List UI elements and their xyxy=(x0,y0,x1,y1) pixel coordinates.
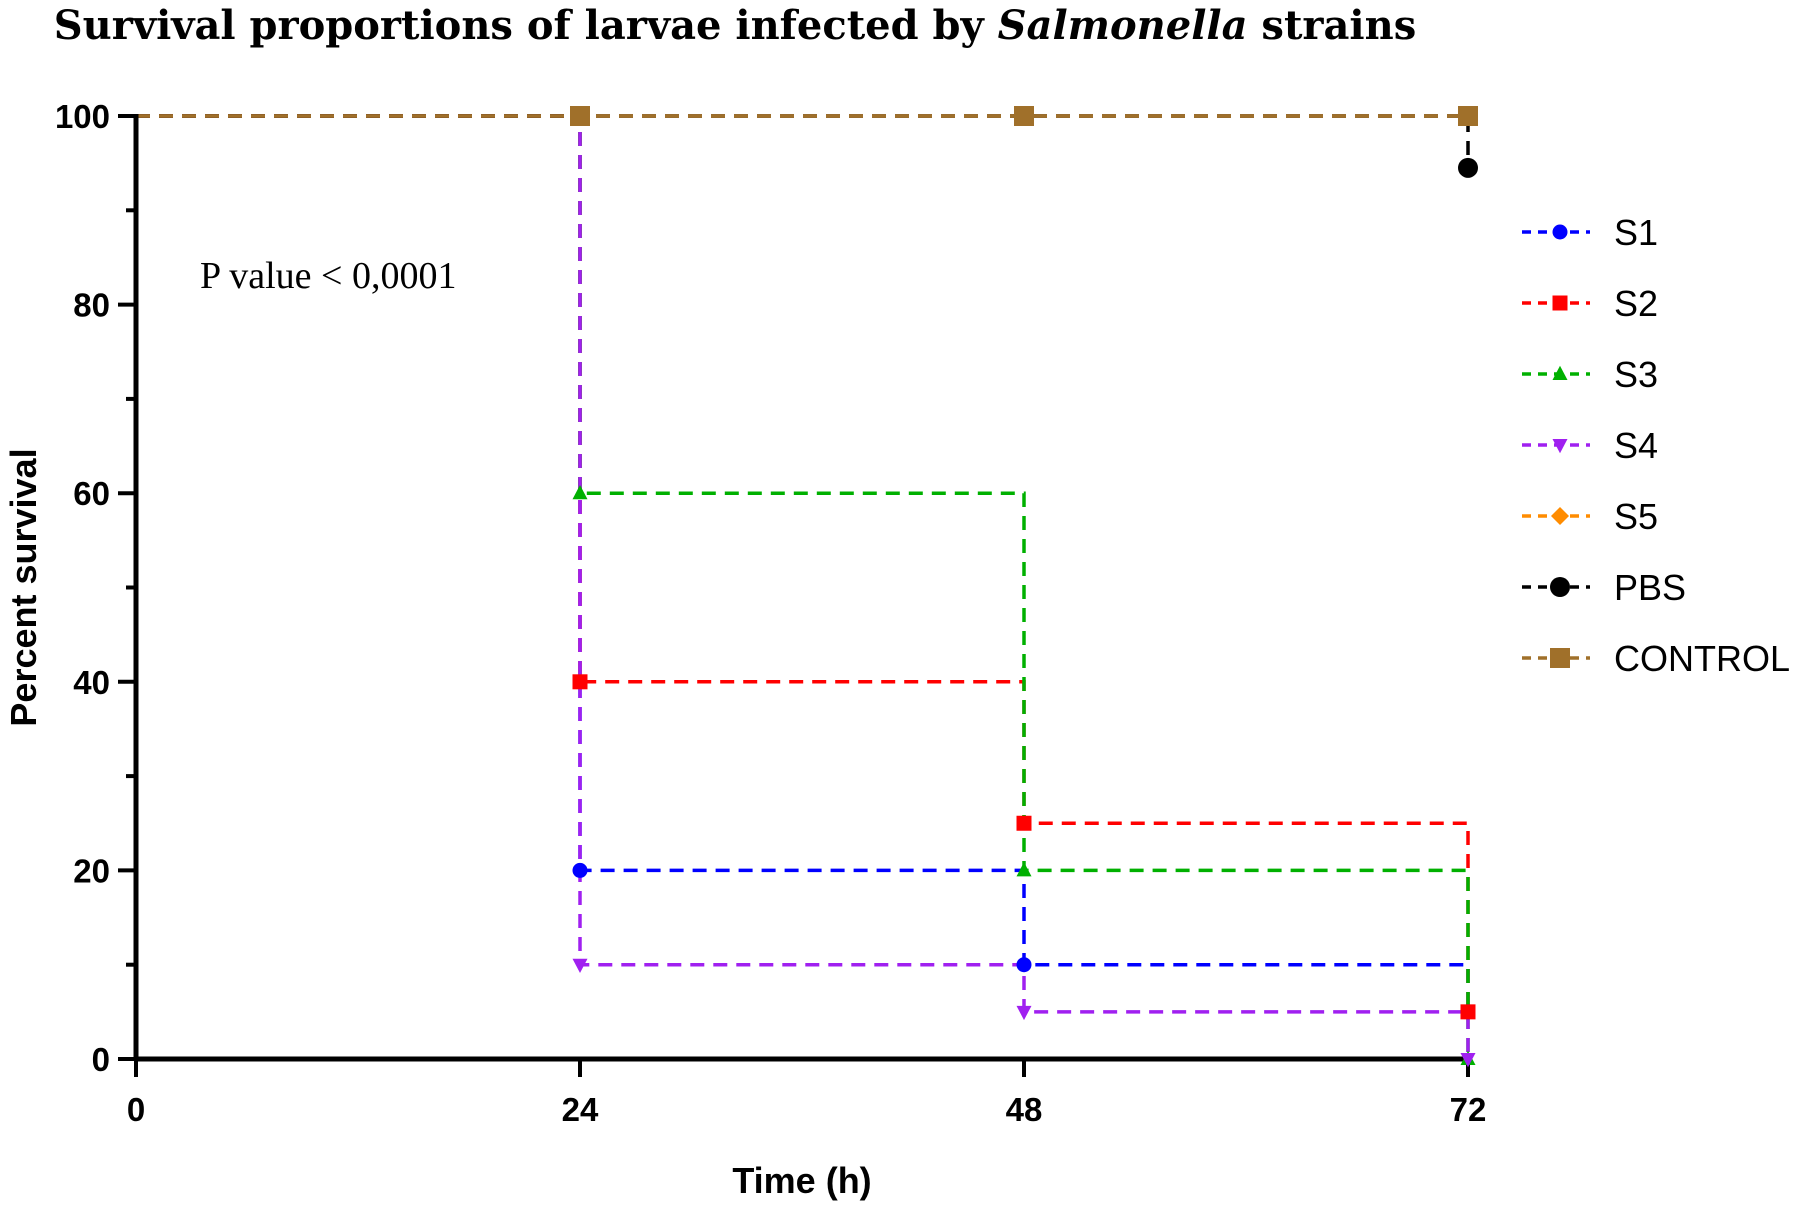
labels-layer: 0 20 40 60 80 100 0 24 48 72 Time (h) Percent survi… xyxy=(3,98,1486,1201)
data-point-control xyxy=(570,106,590,126)
y-tick-label: 100 xyxy=(55,98,110,135)
chart-title-part-3: strains xyxy=(1247,2,1417,49)
legend-marker xyxy=(1552,295,1568,311)
legend-label: PBS xyxy=(1614,567,1686,608)
data-point-control xyxy=(1014,106,1034,126)
data-point-s4 xyxy=(1460,1053,1476,1068)
data-point-s2 xyxy=(572,674,588,690)
chart-title: Survival proportions of larvae infected … xyxy=(0,2,1470,49)
legend-label: CONTROL xyxy=(1614,638,1790,679)
legend: S1 S2 S3 S4 S5 PBS CONTROL xyxy=(1522,212,1790,679)
legend-item-s4: S4 xyxy=(1522,425,1658,466)
x-axis-title: Time (h) xyxy=(732,1160,871,1201)
y-tick-label: 20 xyxy=(73,852,110,889)
series-line-s1 xyxy=(136,114,1470,1012)
data-point-s2 xyxy=(1460,1004,1476,1020)
legend-item-s2: S2 xyxy=(1522,283,1658,324)
y-tick-label: 40 xyxy=(73,664,110,701)
y-tick-label: 0 xyxy=(92,1041,110,1078)
x-tick-label: 0 xyxy=(127,1091,145,1128)
x-tick-label: 72 xyxy=(1450,1091,1487,1128)
legend-label: S2 xyxy=(1614,283,1658,324)
legend-item-s3: S3 xyxy=(1522,354,1658,395)
data-point-s1 xyxy=(1016,957,1032,973)
legend-label: S5 xyxy=(1614,496,1658,537)
data-point-s1 xyxy=(572,862,588,878)
x-tick-label: 24 xyxy=(562,1091,599,1128)
legend-item-control: CONTROL xyxy=(1522,638,1790,679)
data-point-pbs xyxy=(1458,157,1478,178)
data-point-s4 xyxy=(572,958,588,973)
chart-title-part-1: Survival proportions of larvae infected … xyxy=(53,2,998,49)
legend-marker xyxy=(1552,365,1568,380)
legend-marker xyxy=(1551,507,1569,525)
data-point-s3 xyxy=(572,484,588,500)
legend-marker xyxy=(1552,439,1568,454)
legend-label: S4 xyxy=(1614,425,1658,466)
y-axis-title: Percent survival xyxy=(3,448,44,726)
legend-item-s5: S5 xyxy=(1522,496,1658,537)
x-tick-label: 48 xyxy=(1006,1091,1043,1128)
legend-label: S3 xyxy=(1614,354,1658,395)
legend-marker xyxy=(1550,648,1570,668)
series-line-s2 xyxy=(136,114,1470,1012)
legend-item-pbs: PBS xyxy=(1522,567,1686,608)
data-point-s2 xyxy=(1016,815,1032,831)
y-tick-label: 80 xyxy=(73,287,110,324)
legend-item-s1: S1 xyxy=(1522,212,1658,253)
data-point-control xyxy=(1458,106,1478,126)
chart-title-italic: Salmonella xyxy=(997,2,1248,49)
data-point-s3 xyxy=(1016,862,1032,877)
y-tick-label: 60 xyxy=(73,475,110,512)
data-point-s4 xyxy=(1016,1005,1032,1021)
series-line-pbs xyxy=(136,114,1470,168)
marker-layer xyxy=(570,106,1478,1068)
legend-label: S1 xyxy=(1614,212,1658,253)
legend-marker xyxy=(1552,224,1568,240)
legend-marker xyxy=(1550,577,1570,597)
p-value-annotation: P value < 0,0001 xyxy=(200,255,456,297)
